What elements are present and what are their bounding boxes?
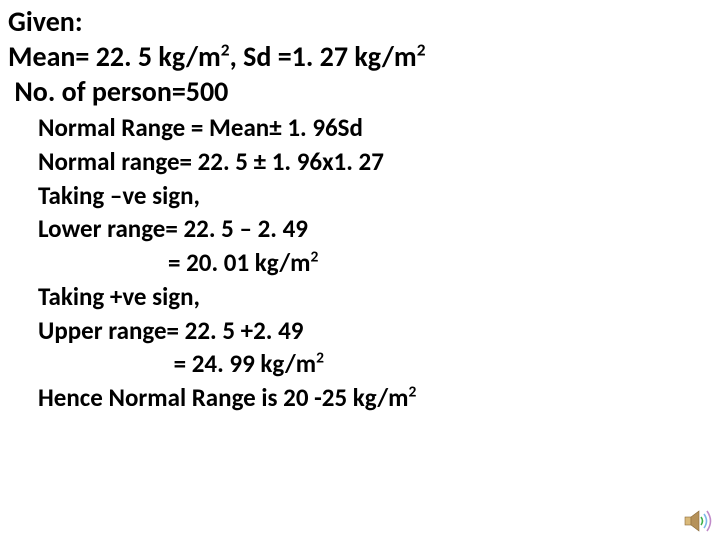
lower-range-result: = 20. 01 kg/m2 (38, 246, 712, 280)
given-header: Given: Mean= 22. 5 kg/m2, Sd =1. 27 kg/m… (0, 0, 720, 109)
slide: Given: Mean= 22. 5 kg/m2, Sd =1. 27 kg/m… (0, 0, 720, 540)
normal-range-formula: Normal Range = Mean± 1. 96Sd (38, 111, 712, 145)
n-persons-line: No. of person=500 (8, 74, 712, 109)
conclusion: Hence Normal Range is 20 -25 kg/m2 (38, 381, 712, 415)
lower-range-expr: Lower range= 22. 5 – 2. 49 (38, 212, 712, 246)
taking-negative: Taking –ve sign, (38, 179, 712, 213)
speaker-icon (684, 508, 714, 534)
upper-range-expr: Upper range= 22. 5 +2. 49 (38, 314, 712, 348)
upper-range-result: = 24. 99 kg/m2 (38, 347, 712, 381)
mean-sd-line: Mean= 22. 5 kg/m2, Sd =1. 27 kg/m2 (8, 39, 712, 74)
taking-positive: Taking +ve sign, (38, 280, 712, 314)
given-label: Given: (8, 4, 712, 39)
normal-range-values: Normal range= 22. 5 ± 1. 96x1. 27 (38, 145, 712, 179)
calculation-body: Normal Range = Mean± 1. 96Sd Normal rang… (0, 109, 720, 415)
